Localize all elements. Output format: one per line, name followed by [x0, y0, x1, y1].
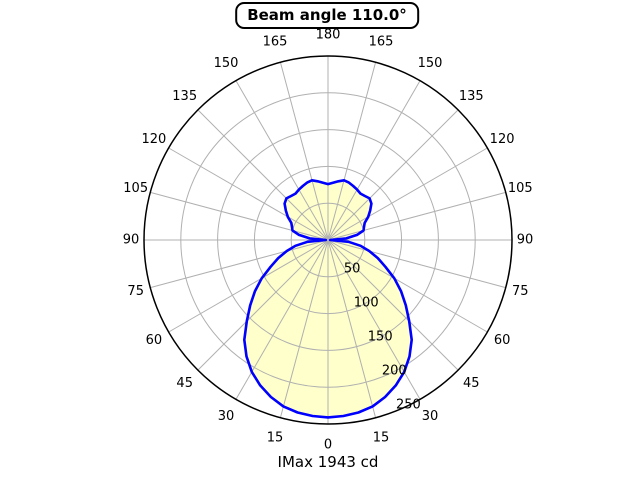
- angle-tick-label: 75: [127, 284, 144, 299]
- radial-tick-label: 100: [354, 296, 379, 311]
- radial-tick-label: 250: [396, 398, 421, 413]
- radial-tick-labels: 50 100 150 200 250: [344, 262, 421, 413]
- angle-tick-label: 165: [263, 35, 288, 50]
- angle-tick-label: 90: [517, 233, 534, 248]
- angle-tick-label: 45: [176, 376, 193, 391]
- radial-tick-label: 200: [382, 364, 407, 379]
- angle-tick-labels: 0 15 15 30 30 45 45 60 60 75 75 90 90 105 105 120 120 135…: [123, 28, 534, 453]
- angle-tick-label: 120: [141, 132, 166, 147]
- angle-tick-label: 120: [490, 132, 515, 147]
- angle-tick-label: 135: [459, 89, 484, 104]
- polar-grid: [144, 56, 512, 424]
- radial-tick-label: 50: [344, 262, 361, 277]
- angle-tick-label: 15: [373, 430, 390, 445]
- angle-tick-label: 105: [508, 181, 533, 196]
- angle-tick-label: 30: [218, 409, 235, 424]
- radial-tick-label: 150: [368, 330, 393, 345]
- angle-tick-label: 135: [172, 89, 197, 104]
- angle-tick-label: 60: [146, 333, 163, 348]
- angle-tick-label: 60: [494, 333, 511, 348]
- angle-tick-label: 15: [267, 430, 284, 445]
- angle-tick-label: 165: [369, 35, 394, 50]
- angle-tick-label: 150: [214, 56, 239, 71]
- imax-caption: IMax 1943 cd: [277, 453, 379, 471]
- angle-tick-label: 150: [418, 56, 443, 71]
- angle-tick-label: 30: [422, 409, 439, 424]
- angle-tick-label: 75: [512, 284, 529, 299]
- outer-circle: [143, 55, 513, 425]
- angle-tick-label: 180: [316, 28, 341, 43]
- angle-tick-label: 45: [463, 376, 480, 391]
- angle-tick-label: 0: [324, 438, 332, 453]
- angle-tick-label: 90: [123, 233, 140, 248]
- angle-tick-label: 105: [123, 181, 148, 196]
- intensity-curve: [243, 179, 413, 419]
- chart-title: Beam angle 110.0°: [235, 2, 419, 29]
